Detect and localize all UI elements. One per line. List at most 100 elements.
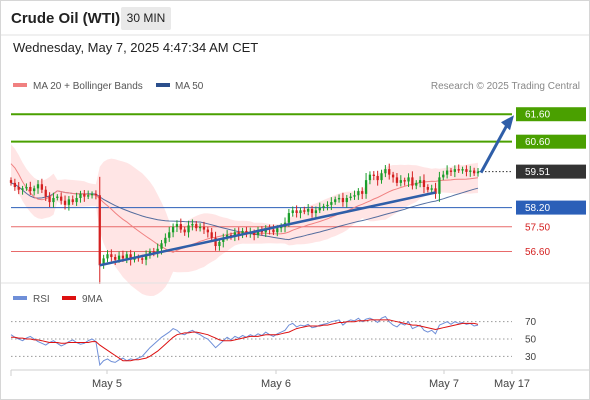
x-tick-label: May 7 xyxy=(429,378,459,390)
candle-body xyxy=(222,237,225,242)
price-tag-label: 61.60 xyxy=(525,110,550,121)
candle-body xyxy=(33,188,36,192)
candle-body xyxy=(461,169,464,171)
candle-body xyxy=(40,184,44,190)
candle-body xyxy=(384,169,387,174)
rsi-tick-label: 30 xyxy=(525,352,537,363)
candle-body xyxy=(364,180,368,194)
candle-body xyxy=(48,196,51,203)
candle-body xyxy=(469,170,472,172)
candle-body xyxy=(90,193,94,196)
candle-body xyxy=(9,180,13,183)
candle-body xyxy=(457,169,460,171)
candle-body xyxy=(349,196,352,198)
x-tick-label: May 5 xyxy=(92,378,122,390)
candle-body xyxy=(318,207,321,211)
candle-body xyxy=(403,180,406,182)
candle-body xyxy=(168,232,171,238)
candle-body xyxy=(195,224,198,229)
candle-body xyxy=(98,195,101,266)
bollinger-band-area xyxy=(11,144,478,296)
timeframe-badge[interactable]: 30 MIN xyxy=(121,7,171,30)
candle-body xyxy=(25,186,28,189)
ma9-legend-swatch xyxy=(62,296,76,300)
candle-body xyxy=(380,173,383,181)
chart-header: Crude Oil (WTI) 30 MIN xyxy=(0,0,590,36)
rsi-tick-label: 50 xyxy=(525,335,537,346)
price-tag-label: 59.51 xyxy=(525,167,550,178)
candle-body xyxy=(183,229,186,233)
ma50-legend-swatch xyxy=(156,83,170,87)
candle-body xyxy=(121,255,125,259)
bollinger-bands xyxy=(11,144,478,296)
candle-body xyxy=(260,230,264,233)
candle-body xyxy=(175,224,179,227)
candle-body xyxy=(52,197,55,203)
candle-body xyxy=(171,226,175,233)
candle-body xyxy=(345,197,348,203)
candle-body xyxy=(94,193,98,196)
candle-body xyxy=(102,258,105,266)
candle-body xyxy=(272,229,275,233)
candle-body xyxy=(361,191,364,194)
candle-body xyxy=(438,177,441,194)
candle-body xyxy=(63,200,67,205)
candle-body xyxy=(241,230,244,236)
projection-arrow-shaft xyxy=(479,122,510,174)
candle-body xyxy=(476,171,480,174)
candle-body xyxy=(106,254,109,259)
candle-body xyxy=(337,197,341,200)
candle-body xyxy=(17,186,20,190)
candle-body xyxy=(326,204,329,207)
candle-body xyxy=(29,186,32,192)
candle-body xyxy=(426,186,429,190)
candle-body xyxy=(13,182,17,187)
candle-body xyxy=(395,177,399,183)
price-tag-59.51 xyxy=(516,164,586,179)
candle-body xyxy=(125,254,128,259)
candle-body xyxy=(334,199,337,203)
rsi-panel: 70 50 30 xyxy=(10,315,537,367)
candle-body xyxy=(276,228,279,233)
candle-body xyxy=(83,193,86,197)
ma9-legend-label: 9MA xyxy=(82,294,103,305)
candle-body xyxy=(187,225,190,233)
candle-body xyxy=(472,170,476,174)
candle-body xyxy=(256,230,260,236)
candle-body xyxy=(44,189,47,197)
rsi-legend-swatch xyxy=(13,296,27,300)
candle-body xyxy=(198,226,202,229)
candle-body xyxy=(307,208,310,212)
rsi-legend-label: RSI xyxy=(33,294,50,305)
candle-body xyxy=(376,176,379,181)
candle-body xyxy=(156,248,159,253)
candle-body xyxy=(129,254,132,260)
candle-body xyxy=(67,199,71,205)
candle-body xyxy=(141,258,144,260)
ma20-line xyxy=(10,163,479,253)
candle-body xyxy=(322,206,325,208)
projection-arrow-head xyxy=(501,115,514,131)
candle-body xyxy=(341,197,345,203)
candle-body xyxy=(60,196,63,201)
candle-body xyxy=(87,195,90,197)
candle-body xyxy=(233,232,236,237)
price-tag-61.60 xyxy=(516,107,586,122)
candle-body xyxy=(280,226,283,229)
moving-averages xyxy=(10,163,479,253)
candle-body xyxy=(434,188,437,194)
candle-body xyxy=(79,193,82,198)
candle-body xyxy=(303,210,306,212)
candle-body xyxy=(368,174,372,181)
price-level-label: 56.60 xyxy=(525,247,550,258)
candle-body xyxy=(237,232,240,236)
candle-body xyxy=(110,254,113,258)
candle-body xyxy=(56,196,59,198)
candle-body xyxy=(411,177,414,186)
candle-body xyxy=(218,241,221,247)
ma20-legend-swatch xyxy=(13,83,27,87)
candle-body xyxy=(353,195,356,197)
candle-body xyxy=(214,237,217,247)
price-tags[interactable]: 61.60 60.60 59.51 58.20 57.50 56.60 xyxy=(516,107,586,258)
